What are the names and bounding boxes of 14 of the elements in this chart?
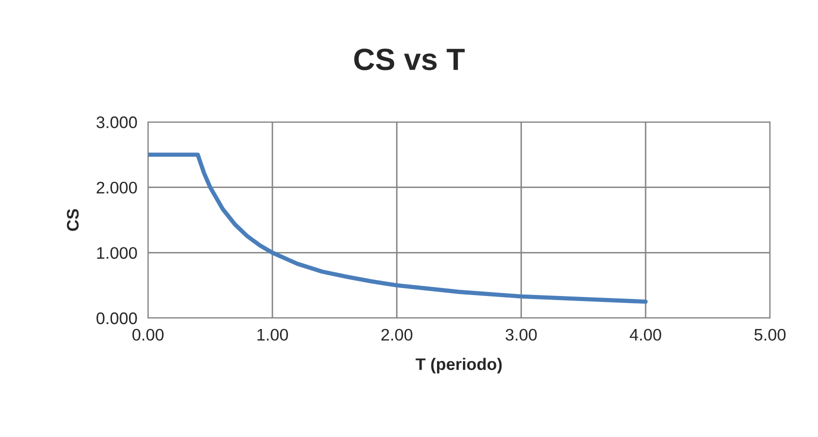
x-tick-label: 2.00 — [381, 328, 412, 341]
y-axis-title: CS — [66, 209, 79, 231]
x-tick-label: 0.00 — [132, 328, 164, 341]
y-tick-label: 1.000 — [97, 247, 137, 259]
chart-title: CS vs T — [354, 48, 465, 70]
x-axis-title: T (periodo) — [416, 358, 502, 374]
y-tick-label: 3.000 — [96, 116, 137, 128]
y-tick-label: 0.000 — [96, 312, 137, 324]
line-series — [148, 152, 648, 304]
x-tick-label: 5.00 — [754, 328, 786, 341]
y-tick-label: 2.000 — [96, 182, 137, 194]
x-tick-label: 4.00 — [630, 328, 662, 341]
x-tick-label: 1.00 — [257, 328, 288, 341]
x-tick-label: 3.00 — [506, 328, 537, 341]
